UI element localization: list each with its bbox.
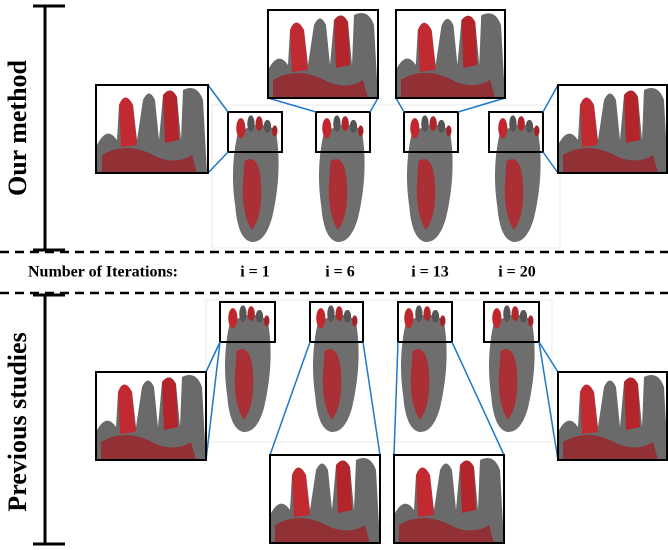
connector [543, 152, 558, 173]
connector [363, 342, 380, 455]
foot-model [313, 305, 359, 432]
foot-model [233, 115, 279, 242]
zoom-view [558, 85, 668, 173]
zoom-view [97, 85, 207, 173]
connector [543, 85, 558, 112]
figure: Our method Previous studies Number of It… [0, 0, 668, 550]
foot-model [407, 115, 453, 242]
iteration-label: i = 1 [240, 264, 270, 281]
iteration-label: i = 13 [411, 264, 449, 281]
zoom-view [268, 10, 378, 98]
iteration-label: i = 20 [498, 264, 536, 281]
foot-model [401, 305, 447, 432]
row-label: Our method [3, 59, 32, 196]
connector [394, 342, 398, 455]
iteration-label: i = 6 [325, 264, 355, 281]
foot-model [489, 305, 535, 432]
axis-title: Number of Iterations: [28, 264, 178, 281]
foot-model [319, 115, 365, 242]
row-label: Previous studies [3, 332, 32, 511]
zoom-view [394, 455, 504, 543]
connector [208, 85, 228, 112]
connector [208, 152, 228, 173]
zoom-view [396, 10, 505, 97]
zoom-view [270, 455, 380, 543]
zoom-view [558, 372, 668, 460]
connector [270, 342, 310, 455]
foot-model [495, 115, 541, 242]
foot-model [225, 305, 271, 432]
zoom-view [96, 372, 206, 460]
